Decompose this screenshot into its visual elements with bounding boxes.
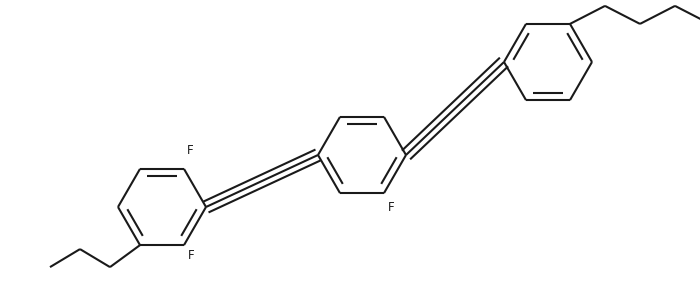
Text: F: F	[388, 201, 395, 214]
Text: F: F	[188, 249, 195, 262]
Text: F: F	[187, 144, 194, 157]
